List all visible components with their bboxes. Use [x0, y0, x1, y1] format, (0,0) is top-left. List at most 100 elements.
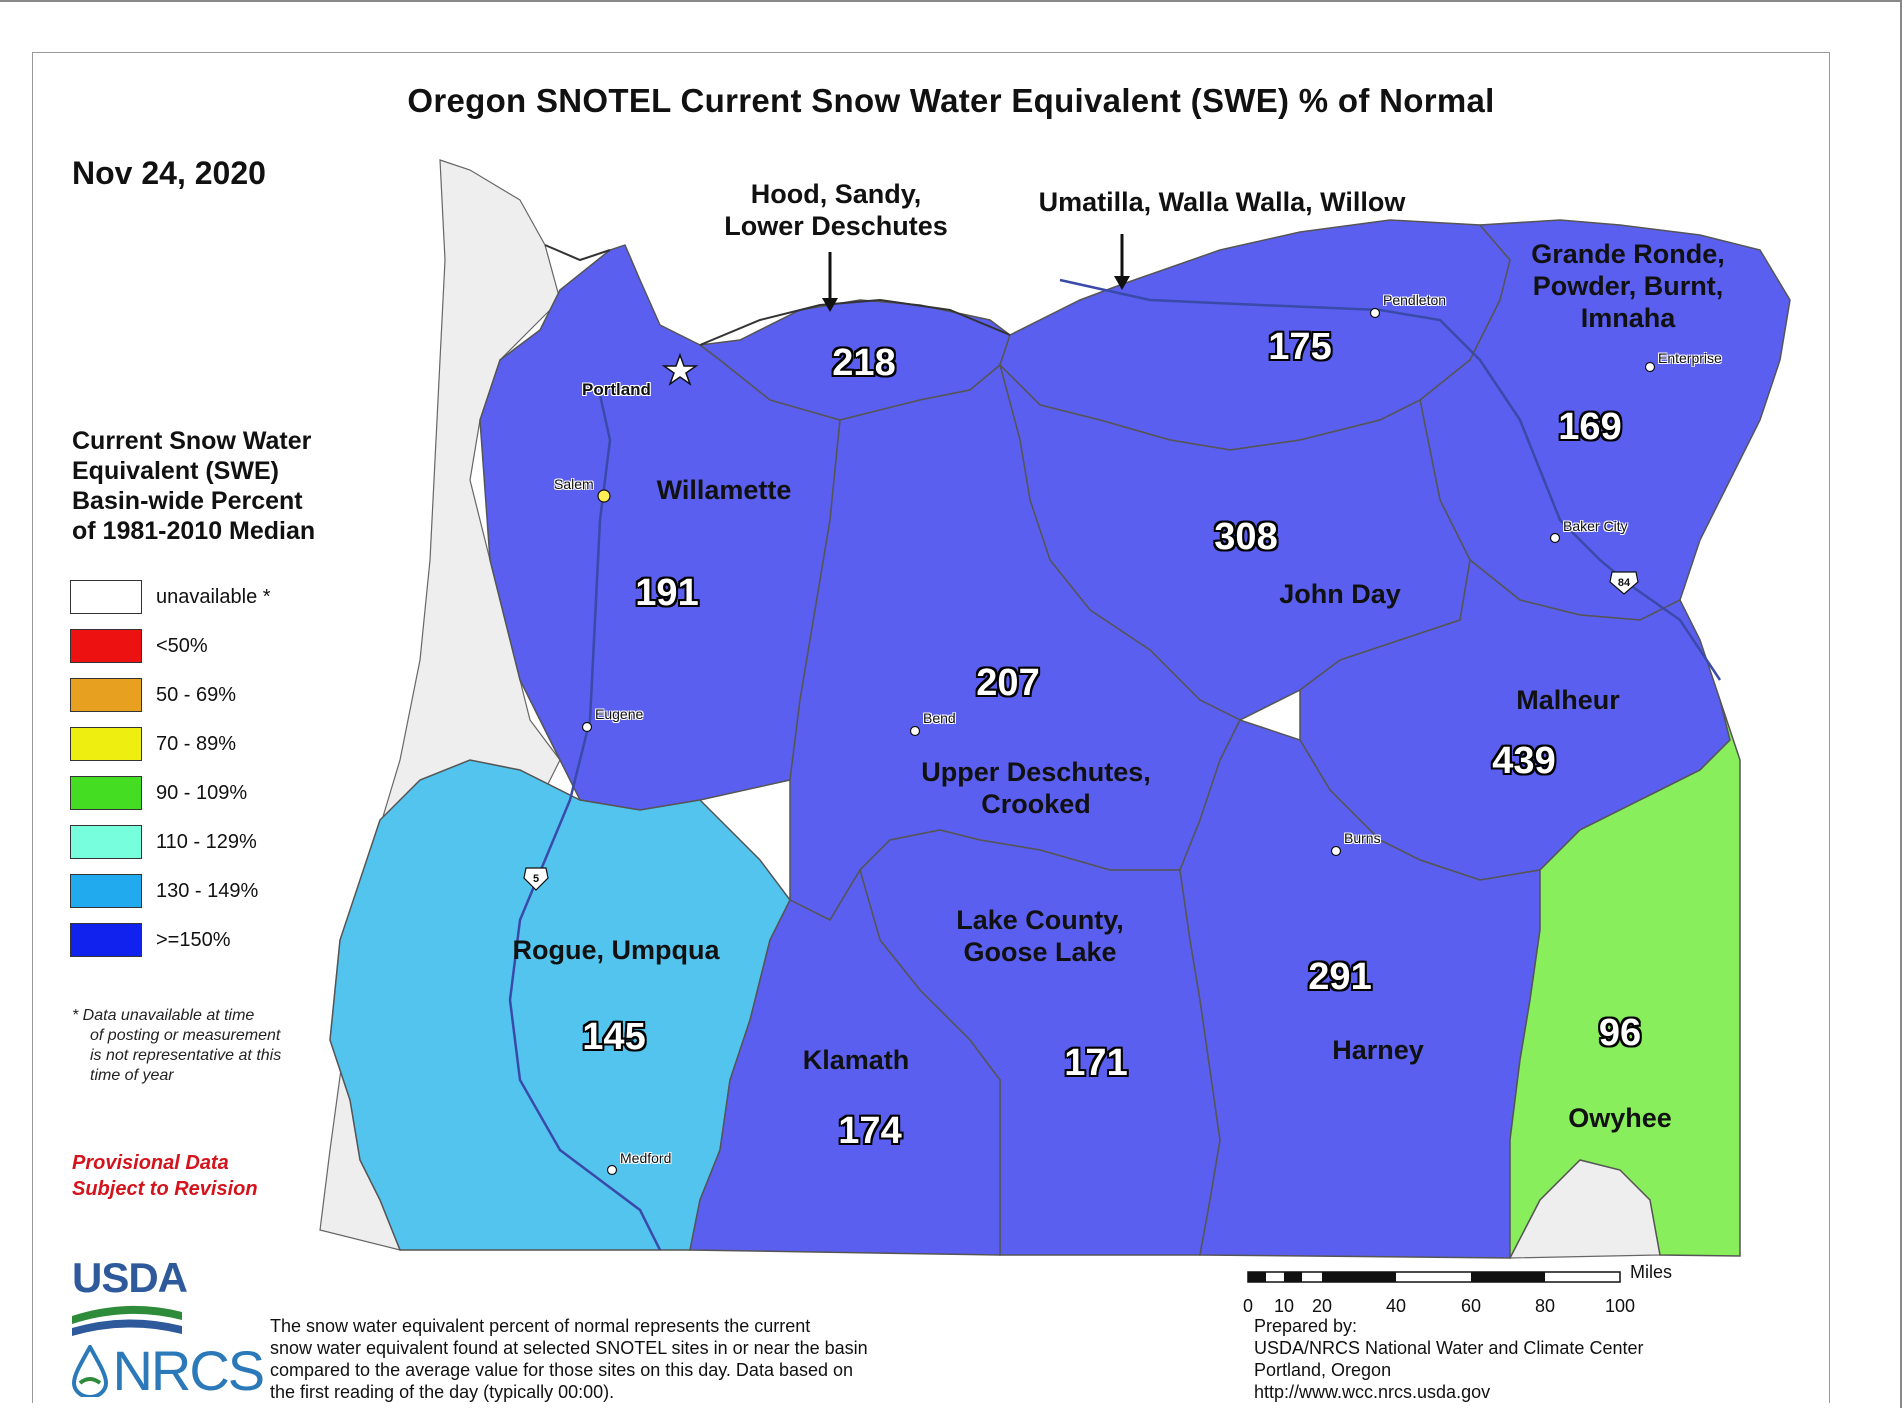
prepared-url: http://www.wcc.nrcs.usda.gov: [1254, 1382, 1491, 1402]
legend-title-line: of 1981-2010 Median: [72, 517, 316, 545]
legend-label: 50 - 69%: [156, 684, 237, 706]
basin-value-malheur: 439: [1492, 740, 1556, 782]
basin-value-hood: 218: [832, 342, 896, 384]
provisional-line: Subject to Revision: [72, 1178, 258, 1200]
callout-arrow-hood: [822, 252, 838, 312]
city-markers: [581, 307, 1656, 1176]
scale-tick: 100: [1604, 1296, 1636, 1316]
nrcs-water-drop-icon: [71, 1342, 109, 1399]
frame-right-border: [1900, 0, 1902, 1408]
description-line: The snow water equivalent percent of nor…: [270, 1316, 811, 1336]
provisional-line: Provisional Data: [72, 1152, 229, 1174]
provisional-notice: Provisional Data Subject to Revision: [72, 1150, 258, 1202]
interstate-84-shield-icon: 84: [1609, 571, 1639, 595]
basin-value-upper-deschutes: 207: [976, 662, 1040, 704]
legend-swatch: [70, 776, 142, 810]
nrcs-logo: NRCS: [71, 1338, 265, 1403]
legend-swatch: [70, 678, 142, 712]
map-title: Oregon SNOTEL Current Snow Water Equival…: [407, 82, 1495, 119]
basin-name-lake-county: Lake County, Goose Lake: [956, 905, 1124, 967]
basin-value-owyhee: 96: [1598, 1012, 1642, 1054]
basin-name-rogue: Rogue, Umpqua: [512, 935, 720, 965]
basin-value-willamette: 191: [635, 572, 699, 614]
footnote-line: * Data unavailable at time: [72, 1007, 255, 1024]
city-label-burns: Burns: [1344, 830, 1381, 846]
scale-tick: 80: [1534, 1296, 1556, 1316]
usda-logo-swoosh-icon: [72, 1305, 182, 1336]
description-line: compared to the average value for those …: [270, 1360, 854, 1380]
basin-name-hood: Hood, Sandy, Lower Deschutes: [724, 179, 948, 241]
city-label-enterprise: Enterprise: [1658, 350, 1722, 366]
footnote-line: time of year: [90, 1067, 174, 1084]
footnote-line: of posting or measurement: [90, 1027, 281, 1044]
scale-tick: 60: [1460, 1296, 1482, 1316]
legend-label: 70 - 89%: [156, 733, 237, 755]
basin-value-lake-county: 171: [1064, 1042, 1128, 1084]
legend-swatch: [70, 923, 142, 957]
basin-value-klamath: 174: [838, 1110, 902, 1152]
basin-name-grande-ronde: Grande Ronde, Powder, Burnt, Imnaha: [1531, 239, 1725, 333]
basin-value-john-day: 308: [1214, 516, 1278, 558]
city-label-pendleton: Pendleton: [1383, 292, 1447, 308]
basin-name-owyhee: Owyhee: [1568, 1103, 1672, 1133]
legend-label: <50%: [156, 635, 208, 657]
basin-value-umatilla: 175: [1268, 326, 1332, 368]
footnote-line: is not representative at this: [90, 1047, 282, 1064]
legend-title-line: Basin-wide Percent: [72, 487, 303, 515]
frame-top-border: [0, 0, 1902, 2]
nrcs-logo-text: NRCS: [112, 1339, 265, 1402]
columbia-river-shoreline: [544, 244, 1011, 346]
scale-tick: 10: [1273, 1296, 1295, 1316]
baker-city-dot-icon: [1549, 532, 1561, 544]
interstate-5-shield-icon: 5: [523, 867, 549, 891]
legend-swatch: [70, 727, 142, 761]
map-date: Nov 24, 2020: [72, 155, 266, 191]
legend-swatch: [70, 629, 142, 663]
city-label-portland: Portland: [582, 380, 651, 399]
usda-logo-text: USDA: [72, 1254, 188, 1301]
scale-bar-graphic: [1247, 1271, 1621, 1283]
legend-swatch: [70, 825, 142, 859]
city-label-medford: Medford: [620, 1150, 672, 1166]
enterprise-dot-icon: [1644, 361, 1656, 373]
city-label-eugene: Eugene: [595, 706, 644, 722]
svg-text:5: 5: [533, 873, 539, 885]
basin-value-harney: 291: [1308, 956, 1372, 998]
basin-name-umatilla: Umatilla, Walla Walla, Willow: [1038, 187, 1406, 217]
prepared-line: Portland, Oregon: [1254, 1360, 1392, 1380]
legend-label: 90 - 109%: [156, 782, 248, 804]
legend-swatch: [70, 580, 142, 614]
basin-value-grande-ronde: 169: [1558, 406, 1622, 448]
legend-swatch: [70, 874, 142, 908]
city-label-bend: Bend: [923, 710, 956, 726]
description-line: the first reading of the day (typically …: [270, 1382, 615, 1402]
legend-label: 110 - 129%: [156, 831, 257, 853]
swe-description: The snow water equivalent percent of nor…: [270, 1315, 868, 1403]
portland-star-icon: [661, 352, 699, 386]
burns-dot-icon: [1330, 845, 1342, 857]
basin-name-malheur: Malheur: [1516, 685, 1620, 715]
scale-tick: 40: [1385, 1296, 1407, 1316]
description-line: snow water equivalent found at selected …: [270, 1338, 868, 1358]
basin-name-john-day: John Day: [1279, 579, 1401, 609]
interstate-5-line: [508, 394, 662, 1251]
basin-name-harney: Harney: [1332, 1035, 1424, 1065]
basin-name-upper-deschutes: Upper Deschutes, Crooked: [921, 757, 1151, 819]
basin-owyhee: [1509, 699, 1741, 1259]
prepared-line: USDA/NRCS National Water and Climate Cen…: [1254, 1338, 1644, 1358]
usda-logo: USDA: [72, 1254, 188, 1341]
legend-label: >=150%: [156, 929, 231, 951]
scale-unit: Miles: [1630, 1262, 1673, 1282]
basin-klamath: [689, 868, 1001, 1256]
legend-title-line: Current Snow Water: [72, 427, 312, 455]
legend-title: Current Snow Water Equivalent (SWE) Basi…: [72, 426, 315, 546]
salem-capital-icon: [597, 489, 611, 503]
city-label-salem: Salem: [554, 476, 594, 492]
eugene-dot-icon: [581, 721, 593, 733]
legend-title-line: Equivalent (SWE): [72, 457, 279, 485]
basin-name-willamette: Willamette: [656, 475, 792, 505]
pendleton-dot-icon: [1369, 307, 1381, 319]
bend-dot-icon: [909, 725, 921, 737]
scale-tick: 0: [1242, 1296, 1254, 1316]
